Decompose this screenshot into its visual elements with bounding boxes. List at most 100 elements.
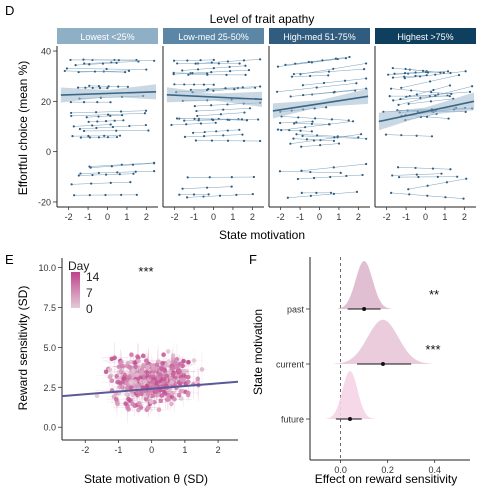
trajectory-point xyxy=(82,101,86,104)
trajectory-point xyxy=(257,118,260,121)
trajectory-point xyxy=(183,83,186,86)
trajectory-point xyxy=(194,62,197,65)
trajectory-point xyxy=(69,100,72,104)
trajectory-point xyxy=(207,87,210,91)
trajectory-point xyxy=(212,58,215,61)
trajectory-point xyxy=(464,110,467,113)
trajectory-line xyxy=(394,71,427,75)
trajectory-point xyxy=(199,59,202,62)
trajectory-point xyxy=(111,125,115,129)
trajectory-point xyxy=(228,65,231,69)
trajectory-line xyxy=(391,88,452,95)
scatter-point xyxy=(131,368,136,374)
trajectory-point xyxy=(321,59,324,62)
trajectory-point xyxy=(93,70,97,73)
trajectory-point xyxy=(390,191,393,194)
trajectory-point xyxy=(284,63,287,66)
f-ytick-label: future xyxy=(281,415,304,425)
panel-d-title: Level of trait apathy xyxy=(210,12,315,26)
scatter-point xyxy=(107,367,113,373)
trajectory-point xyxy=(241,133,244,136)
scatter-point xyxy=(141,362,146,368)
trajectory-point xyxy=(199,122,203,125)
scatter-point xyxy=(157,372,163,377)
trajectory-point xyxy=(109,181,112,184)
trajectory-point xyxy=(332,166,335,169)
trajectory-point xyxy=(96,120,99,123)
trajectory-point xyxy=(297,116,300,119)
trajectory-point xyxy=(117,85,120,88)
scatter-point xyxy=(143,396,149,402)
trajectory-point xyxy=(336,135,339,138)
trajectory-point xyxy=(210,61,213,64)
trajectory-point xyxy=(347,119,350,122)
trajectory-point xyxy=(193,117,196,120)
scatter-point xyxy=(129,381,134,386)
trajectory-point xyxy=(329,191,333,194)
trajectory-point xyxy=(348,55,351,59)
trajectory-point xyxy=(429,80,432,83)
trajectory-point xyxy=(414,166,417,170)
regression-line xyxy=(61,380,239,398)
e-ytick-label: 5.0 xyxy=(43,343,56,353)
trajectory-point xyxy=(446,70,450,73)
panel-f: 0.0 0.2 0.4 past ** current *** future xyxy=(276,257,470,475)
trajectory-point xyxy=(96,101,99,104)
trajectory-point xyxy=(88,84,91,87)
trajectory-point xyxy=(233,88,236,91)
trajectory-point xyxy=(115,135,119,139)
trajectory-point xyxy=(229,69,232,73)
trajectory-point xyxy=(224,87,227,90)
trajectory-point xyxy=(217,62,220,65)
scatter-point xyxy=(169,380,175,385)
trajectory-point xyxy=(278,170,282,173)
trajectory-point xyxy=(426,115,429,118)
scatter-point xyxy=(129,352,134,357)
trajectory-point xyxy=(88,63,91,66)
trajectory-point xyxy=(301,84,305,87)
trajectory-point xyxy=(286,196,289,199)
trajectory-point xyxy=(464,70,467,73)
fit-line xyxy=(378,100,475,123)
trajectory-point xyxy=(210,104,213,107)
trajectory-point xyxy=(181,69,184,72)
trajectory-point xyxy=(289,142,292,145)
trajectory-point xyxy=(191,72,194,75)
d-xtick-label: -2 xyxy=(383,212,391,222)
d-xtick-label: 2 xyxy=(356,212,361,222)
d-ytick-label: 0 xyxy=(46,147,51,157)
scatter-point xyxy=(148,399,154,404)
trajectory-point xyxy=(414,74,417,78)
trajectory-point xyxy=(187,73,190,76)
trajectory-point xyxy=(426,184,429,187)
trajectory-point xyxy=(396,166,400,169)
trajectory-point xyxy=(244,73,247,77)
trajectory-line xyxy=(388,71,449,75)
trajectory-point xyxy=(72,125,75,128)
trajectory-point xyxy=(123,71,127,74)
trajectory-point xyxy=(247,68,251,72)
trajectory-point xyxy=(280,129,283,132)
trajectory-point xyxy=(103,134,106,137)
trajectory-point xyxy=(248,107,252,110)
trajectory-point xyxy=(300,191,303,194)
scatter-point xyxy=(124,391,129,397)
e-xtick-label: 1 xyxy=(182,445,187,455)
trajectory-point xyxy=(292,137,295,140)
d-ytick-label: 40 xyxy=(41,47,51,57)
trajectory-point xyxy=(384,133,388,136)
d-xtick-label: 0 xyxy=(317,212,322,222)
trajectory-line xyxy=(290,133,362,144)
trajectory-point xyxy=(88,136,92,139)
trajectory-point xyxy=(447,117,450,120)
trajectory-point xyxy=(316,134,319,137)
trajectory-point xyxy=(90,182,93,185)
trajectory-point xyxy=(105,67,108,71)
trajectory-point xyxy=(186,59,189,62)
trajectory-point xyxy=(192,131,195,134)
trajectory-point xyxy=(137,60,140,63)
trajectory-point xyxy=(116,171,119,174)
scatter-point xyxy=(94,393,100,399)
scatter-point xyxy=(136,400,142,406)
